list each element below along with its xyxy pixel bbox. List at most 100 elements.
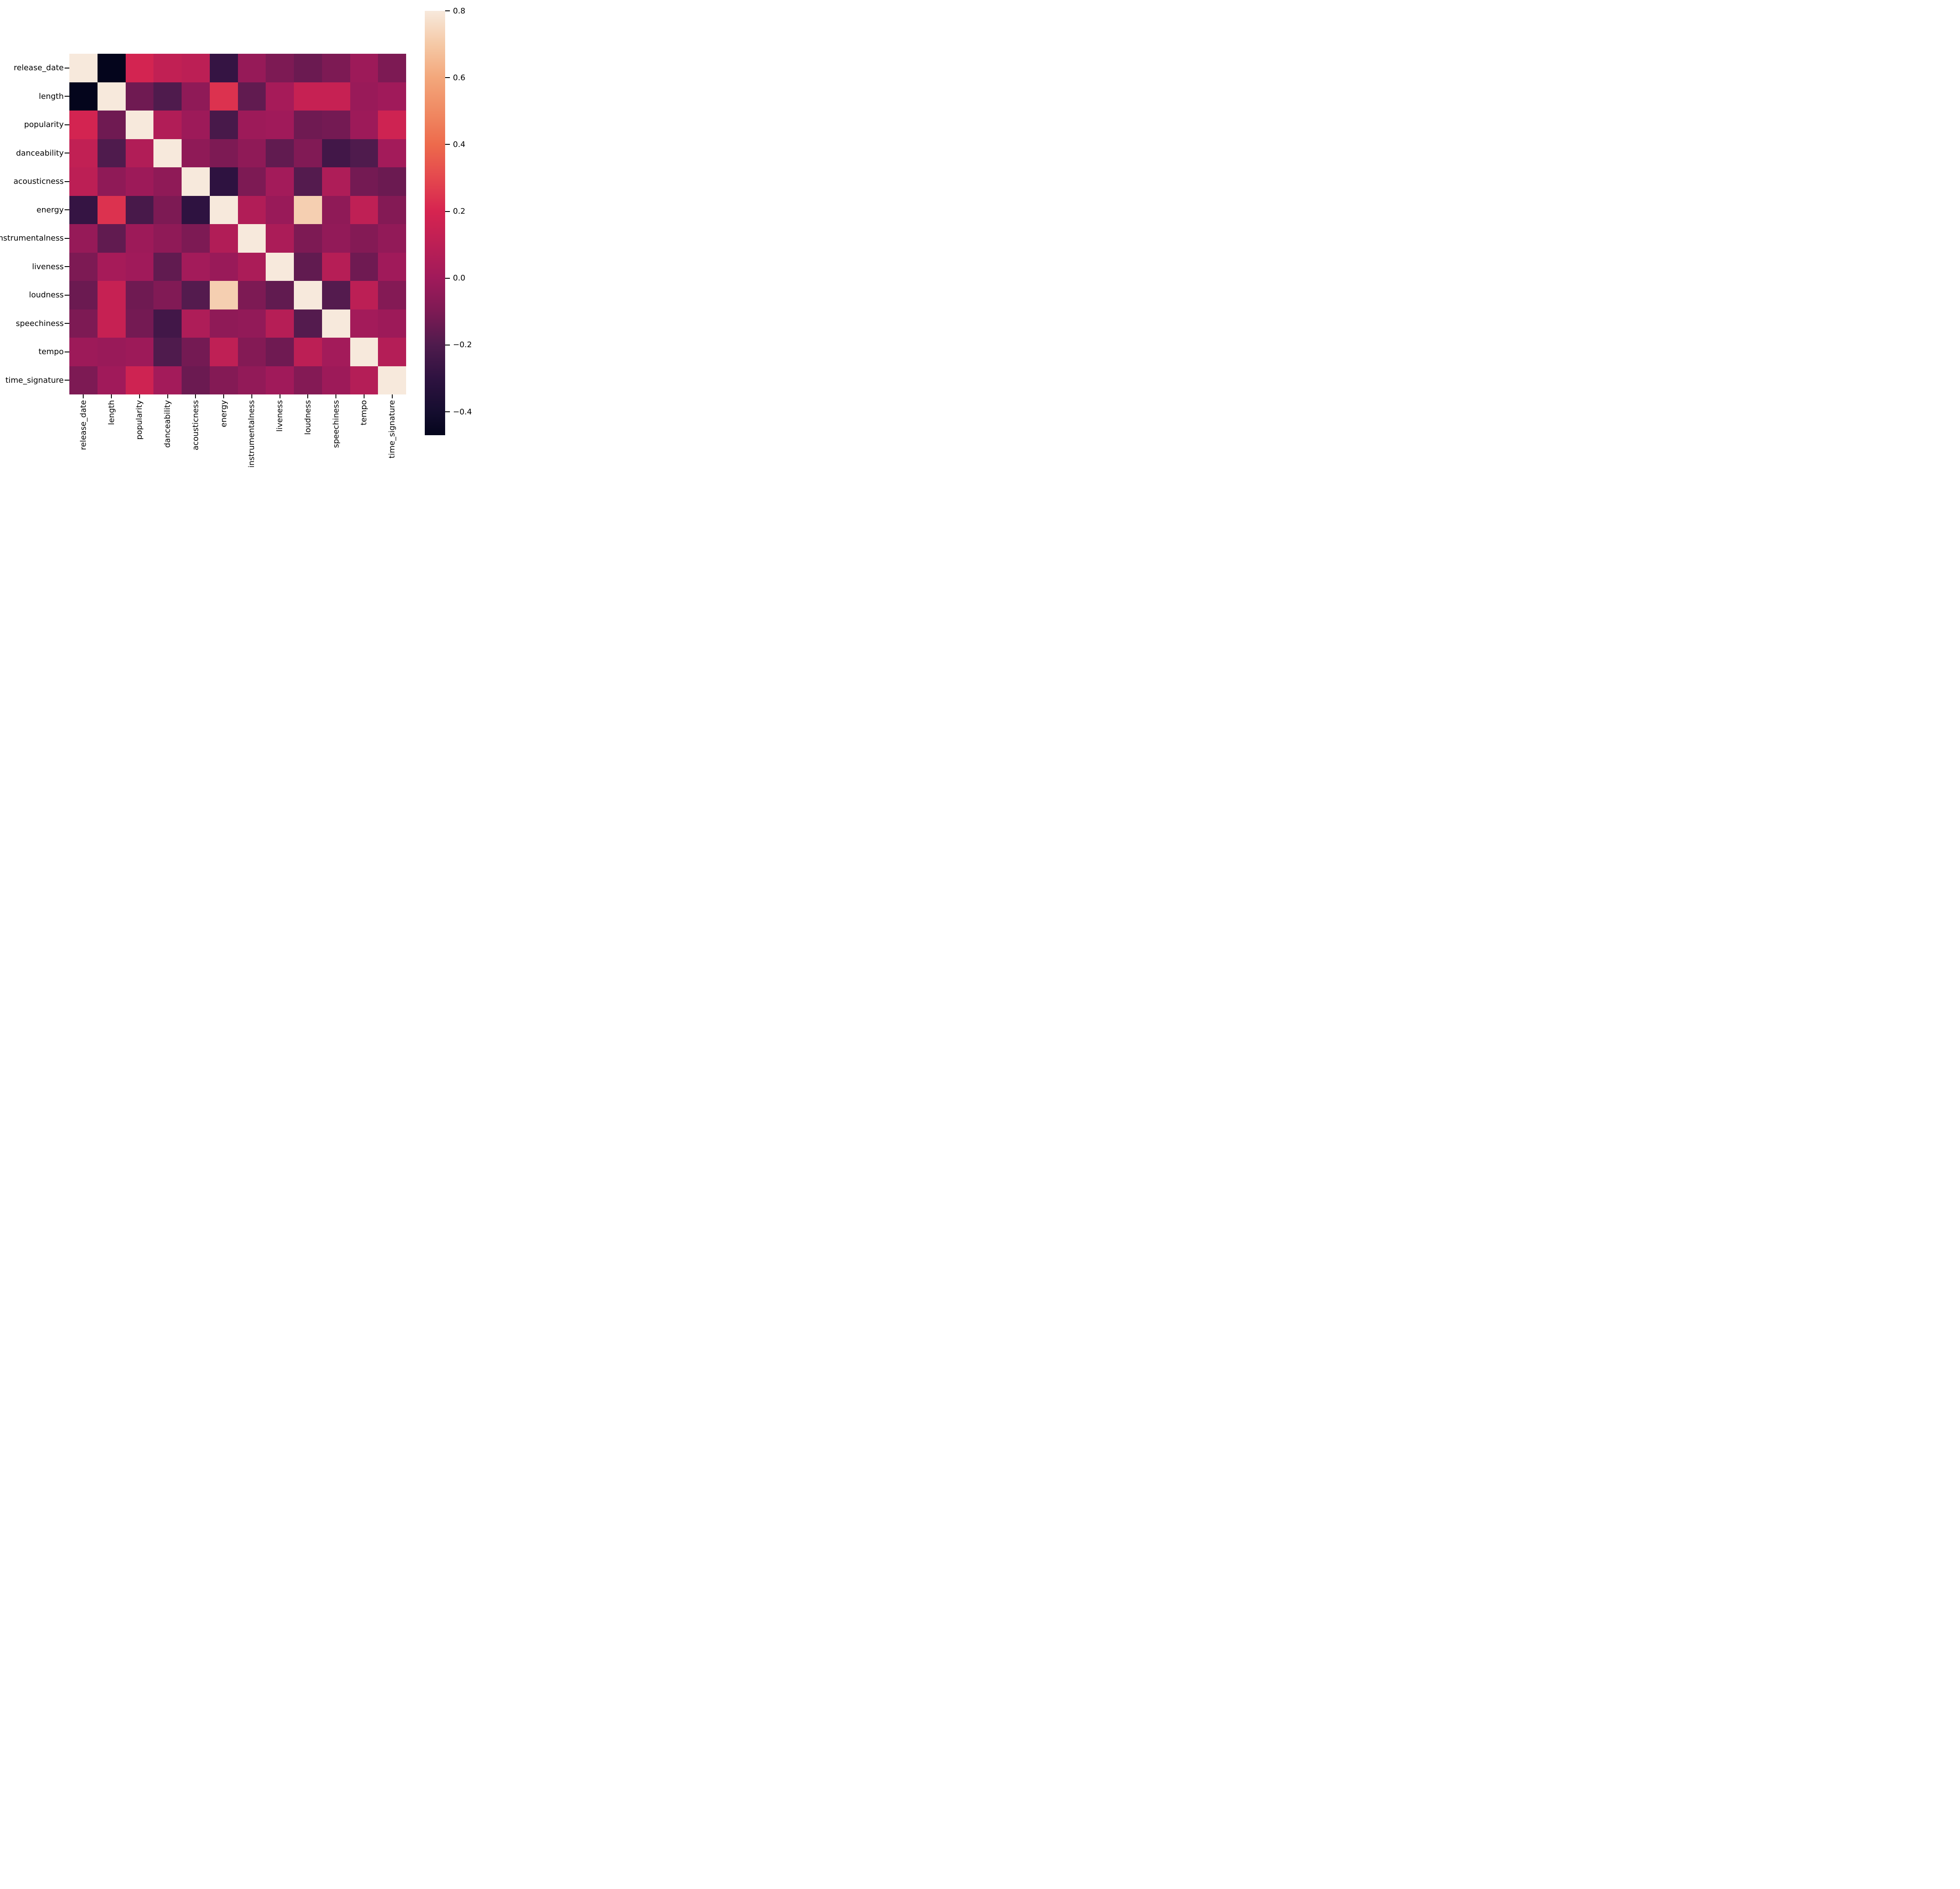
heatmap-cell xyxy=(266,82,294,111)
heatmap-cell xyxy=(209,338,238,366)
heatmap-cell xyxy=(378,111,406,139)
heatmap-cell xyxy=(69,338,98,366)
heatmap-cell xyxy=(97,82,126,111)
x-tick-label: speechiness xyxy=(331,400,341,448)
heatmap-cell xyxy=(378,338,406,366)
heatmap-cell xyxy=(125,338,154,366)
heatmap-cell xyxy=(97,252,126,281)
heatmap-cell xyxy=(209,167,238,196)
colorbar-tick-label: 0.0 xyxy=(453,274,466,283)
heatmap-cell xyxy=(97,366,126,394)
heatmap-cell xyxy=(97,281,126,309)
y-tick-mark xyxy=(65,266,69,267)
x-tick-label: loudness xyxy=(303,400,313,435)
heatmap-cell xyxy=(125,195,154,224)
colorbar-tick-label: 0.8 xyxy=(453,6,466,16)
heatmap-cell xyxy=(125,82,154,111)
heatmap-cell xyxy=(182,281,210,309)
heatmap-cell xyxy=(125,111,154,139)
heatmap-cell xyxy=(322,366,350,394)
heatmap-cell xyxy=(238,111,266,139)
x-tick-mark xyxy=(391,394,393,398)
heatmap-cell xyxy=(97,309,126,338)
heatmap-cell xyxy=(378,281,406,309)
heatmap-cell xyxy=(182,224,210,253)
y-tick-label: danceability xyxy=(16,148,64,158)
heatmap-cell xyxy=(350,309,378,338)
heatmap-cell xyxy=(209,309,238,338)
y-tick-label: instrumentalness xyxy=(0,234,64,243)
heatmap-cell xyxy=(97,139,126,167)
y-tick-mark xyxy=(65,124,69,125)
y-tick-label: popularity xyxy=(24,120,64,130)
heatmap-cell xyxy=(97,111,126,139)
heatmap-cell xyxy=(209,82,238,111)
heatmap-cell xyxy=(182,252,210,281)
x-tick-label: danceability xyxy=(163,400,173,448)
heatmap-cell xyxy=(238,54,266,82)
correlation-heatmap-figure: release_date length popularity danceability… xyxy=(0,0,490,472)
y-tick-mark xyxy=(65,181,69,182)
colorbar-tick-label: 0.4 xyxy=(453,140,466,149)
heatmap-cell xyxy=(238,195,266,224)
heatmap-cell xyxy=(153,167,182,196)
heatmap-cell xyxy=(153,139,182,167)
heatmap-cell xyxy=(350,82,378,111)
heatmap-cell xyxy=(322,139,350,167)
x-tick-mark xyxy=(335,394,337,398)
heatmap-cell xyxy=(238,338,266,366)
heatmap-cell xyxy=(182,82,210,111)
heatmap-cell xyxy=(97,338,126,366)
heatmap-cell xyxy=(294,167,322,196)
heatmap-cell xyxy=(238,82,266,111)
heatmap-cell xyxy=(378,195,406,224)
heatmap-cell xyxy=(69,111,98,139)
colorbar-tick-mark xyxy=(445,144,450,145)
heatmap-cell xyxy=(294,252,322,281)
heatmap-cell xyxy=(238,281,266,309)
heatmap-cell xyxy=(209,281,238,309)
y-tick-mark xyxy=(65,323,69,324)
colorbar-tick-mark xyxy=(445,10,450,11)
heatmap-cell xyxy=(209,139,238,167)
heatmap-cell xyxy=(322,167,350,196)
heatmap-cell xyxy=(322,281,350,309)
heatmap-cell xyxy=(182,366,210,394)
heatmap-cell xyxy=(294,54,322,82)
heatmap-cell xyxy=(322,252,350,281)
heatmap-cell xyxy=(378,366,406,394)
y-tick-label: release_date xyxy=(13,63,64,73)
heatmap-cell xyxy=(350,224,378,253)
heatmap-cell xyxy=(322,111,350,139)
heatmap-cell xyxy=(322,309,350,338)
heatmap-cell xyxy=(69,224,98,253)
heatmap-cell xyxy=(209,366,238,394)
heatmap-cell xyxy=(153,252,182,281)
x-tick-label: popularity xyxy=(135,400,144,440)
heatmap-cell xyxy=(209,224,238,253)
heatmap-cell xyxy=(69,195,98,224)
heatmap-cell xyxy=(378,309,406,338)
heatmap-cell xyxy=(209,54,238,82)
heatmap-cell xyxy=(350,252,378,281)
heatmap-cell xyxy=(125,54,154,82)
heatmap-cell xyxy=(266,167,294,196)
y-tick-label: speechiness xyxy=(16,319,64,328)
colorbar-tick-mark xyxy=(445,211,450,212)
y-tick-label: liveness xyxy=(32,262,64,271)
y-tick-mark xyxy=(65,294,69,296)
heatmap-cell xyxy=(125,139,154,167)
y-tick-mark xyxy=(65,96,69,97)
heatmap-cell xyxy=(322,338,350,366)
heatmap-cell xyxy=(209,111,238,139)
x-tick-label: time_signature xyxy=(387,400,397,459)
heatmap-cell xyxy=(182,167,210,196)
heatmap-cell xyxy=(153,366,182,394)
heatmap-cell xyxy=(350,366,378,394)
x-tick-label: release_date xyxy=(78,400,88,450)
y-axis-labels: release_date length popularity danceability… xyxy=(0,54,64,394)
heatmap-cell xyxy=(153,224,182,253)
heatmap-cell xyxy=(182,195,210,224)
heatmap-cell xyxy=(125,281,154,309)
heatmap-cell xyxy=(322,195,350,224)
